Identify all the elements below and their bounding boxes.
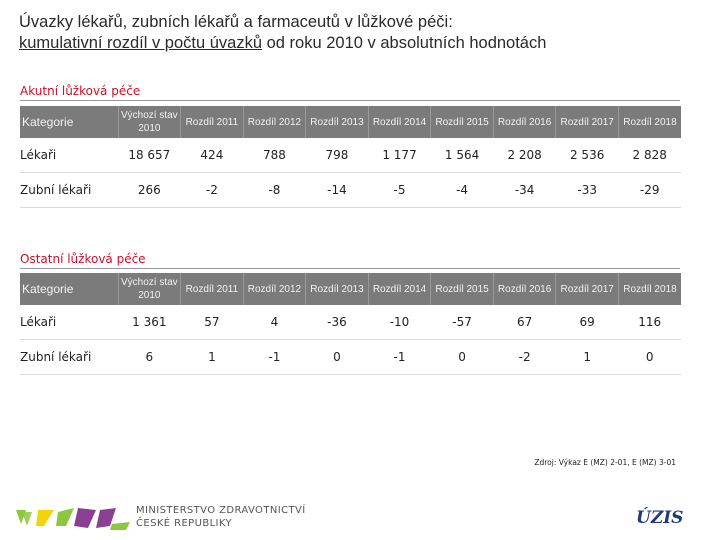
- ministry-line-2: ČESKÉ REPUBLIKY: [136, 518, 233, 529]
- table-cell: 2 828: [618, 138, 681, 173]
- ministry-logo-icon: [14, 502, 132, 537]
- table-cell: -10: [368, 305, 431, 340]
- table-cell: 69: [555, 305, 619, 340]
- header-diff-2013: Rozdíl 2013: [305, 273, 369, 305]
- header-diff-2017: Rozdíl 2017: [555, 106, 619, 138]
- table-cell: 424: [180, 138, 244, 173]
- row-label: Zubní lékaři: [20, 172, 119, 208]
- uzis-logo: ÚZIS: [636, 508, 684, 528]
- header-diff-2015: Rozdíl 2015: [430, 106, 494, 138]
- table-cell: -34: [493, 172, 556, 208]
- title-underlined-part: kumulativní rozdíl v počtu úvazků: [19, 34, 263, 52]
- table-cell: 18 657: [118, 138, 181, 173]
- table-cell: -2: [180, 172, 244, 208]
- table-row: Zubní lékaři 266 -2 -8 -14 -5 -4 -34 -33…: [20, 172, 681, 208]
- table-row: Lékaři 1 361 57 4 -36 -10 -57 67 69 116: [20, 305, 681, 340]
- table-cell: -1: [368, 339, 431, 375]
- header-diff-2011: Rozdíl 2011: [180, 106, 244, 138]
- title-line-2: kumulativní rozdíl v počtu úvazků od rok…: [19, 33, 709, 54]
- section-divider-other: [20, 268, 680, 269]
- section-title-acute: Akutní lůžková péče: [20, 84, 141, 98]
- header-diff-2012: Rozdíl 2012: [243, 273, 307, 305]
- table-cell: 0: [618, 339, 681, 375]
- table-cell: -36: [305, 305, 369, 340]
- table-row: Zubní lékaři 6 1 -1 0 -1 0 -2 1 0: [20, 339, 681, 375]
- table-cell: 2 208: [493, 138, 556, 173]
- header-diff-2016: Rozdíl 2016: [493, 106, 557, 138]
- source-note: Zdroj: Výkaz E (MZ) 2-01, E (MZ) 3-01: [534, 458, 676, 467]
- header-category: Kategorie: [20, 273, 119, 305]
- header-diff-2014: Rozdíl 2014: [368, 273, 432, 305]
- header-diff-2014: Rozdíl 2014: [368, 106, 432, 138]
- table-cell: 116: [618, 305, 681, 340]
- section-title-other: Ostatní lůžková péče: [20, 252, 146, 266]
- table-cell: -33: [555, 172, 619, 208]
- ministry-name: MINISTERSTVO ZDRAVOTNICTVÍ ČESKÉ REPUBLI…: [136, 504, 306, 530]
- table-cell: 1: [555, 339, 619, 375]
- table-header-row: Kategorie Výchozí stav 2010 Rozdíl 2011 …: [20, 106, 681, 138]
- row-label: Zubní lékaři: [20, 339, 119, 375]
- table-cell: -57: [430, 305, 494, 340]
- table-cell: 1 177: [368, 138, 431, 173]
- header-category: Kategorie: [20, 106, 119, 138]
- table-cell: -8: [243, 172, 306, 208]
- table-cell: 1: [180, 339, 244, 375]
- table-row: Lékaři 18 657 424 788 798 1 177 1 564 2 …: [20, 138, 681, 173]
- table-acute: Kategorie Výchozí stav 2010 Rozdíl 2011 …: [20, 106, 681, 208]
- header-diff-2011: Rozdíl 2011: [180, 273, 244, 305]
- table-cell: 1 361: [118, 305, 181, 340]
- header-diff-2017: Rozdíl 2017: [555, 273, 619, 305]
- title-line-1: Úvazky lékařů, zubních lékařů a farmaceu…: [19, 13, 453, 31]
- table-cell: 4: [243, 305, 306, 340]
- section-divider-acute: [20, 100, 680, 101]
- table-cell: -29: [618, 172, 681, 208]
- header-diff-2016: Rozdíl 2016: [493, 273, 557, 305]
- table-cell: 57: [180, 305, 244, 340]
- header-diff-2018: Rozdíl 2018: [618, 273, 681, 305]
- table-cell: 266: [118, 172, 181, 208]
- ministry-line-1: MINISTERSTVO ZDRAVOTNICTVÍ: [136, 505, 306, 516]
- table-cell: 6: [118, 339, 181, 375]
- table-cell: -2: [493, 339, 556, 375]
- table-cell: -5: [368, 172, 431, 208]
- table-cell: -14: [305, 172, 369, 208]
- table-other: Kategorie Výchozí stav 2010 Rozdíl 2011 …: [20, 273, 681, 375]
- header-diff-2018: Rozdíl 2018: [618, 106, 681, 138]
- header-diff-2015: Rozdíl 2015: [430, 273, 494, 305]
- table-cell: 1 564: [430, 138, 494, 173]
- row-label: Lékaři: [20, 305, 119, 340]
- title-rest: od roku 2010 v absolutních hodnotách: [262, 34, 547, 52]
- page-title: Úvazky lékařů, zubních lékařů a farmaceu…: [19, 12, 709, 54]
- table-cell: 788: [243, 138, 306, 173]
- table-cell: 798: [305, 138, 369, 173]
- table-cell: -1: [243, 339, 306, 375]
- table-cell: 2 536: [555, 138, 619, 173]
- row-label: Lékaři: [20, 138, 119, 173]
- table-header-row: Kategorie Výchozí stav 2010 Rozdíl 2011 …: [20, 273, 681, 305]
- table-cell: -4: [430, 172, 494, 208]
- table-cell: 67: [493, 305, 556, 340]
- header-diff-2012: Rozdíl 2012: [243, 106, 307, 138]
- table-cell: 0: [305, 339, 369, 375]
- table-cell: 0: [430, 339, 494, 375]
- header-baseline-2010: Výchozí stav 2010: [118, 106, 182, 138]
- header-baseline-2010: Výchozí stav 2010: [118, 273, 182, 305]
- header-diff-2013: Rozdíl 2013: [305, 106, 369, 138]
